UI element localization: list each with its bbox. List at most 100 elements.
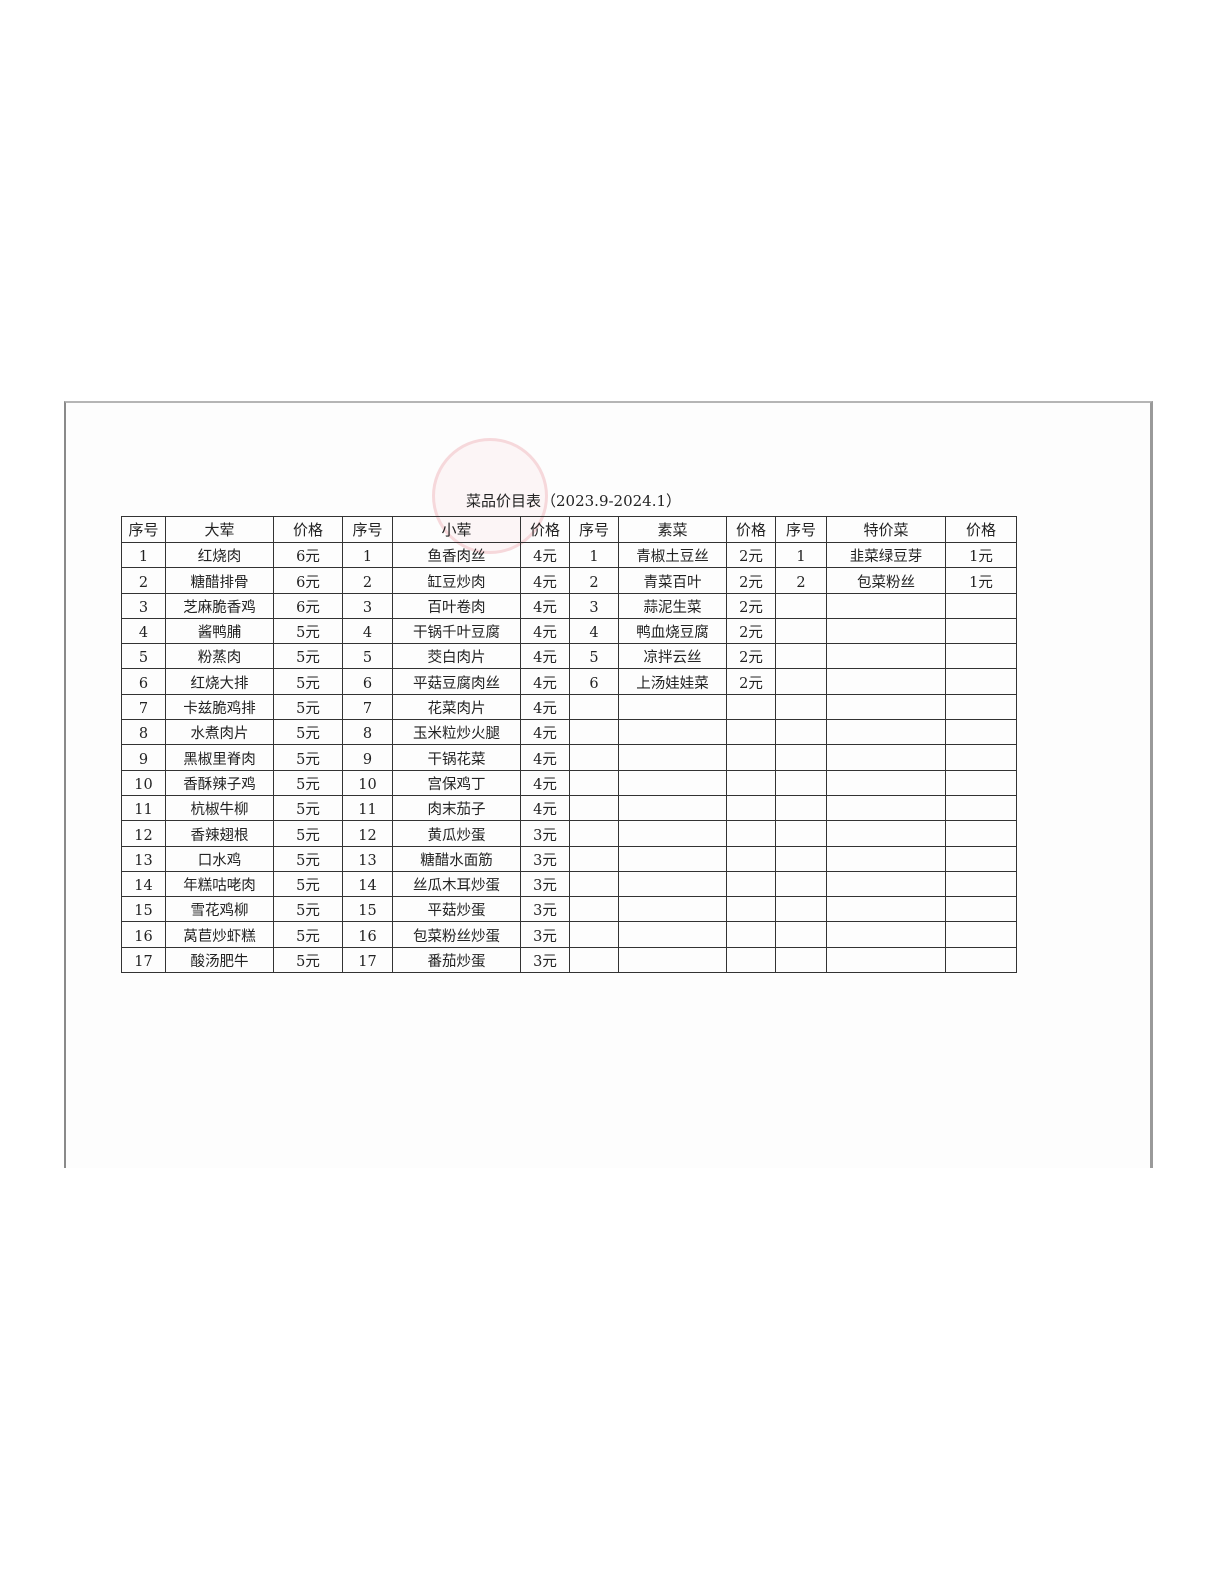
special-number-cell	[775, 693, 827, 721]
big-meat-price-cell: 5元	[273, 643, 343, 670]
small-meat-number-cell: 3	[342, 592, 393, 619]
table-row: 11 杭椒牛柳 5元 11 肉末茄子 4元	[121, 794, 1017, 822]
table-row: 13 口水鸡 5元 13 糖醋水面筋 3元	[121, 845, 1017, 872]
big-meat-dish-cell: 酱鸭脯	[165, 617, 274, 645]
small-meat-number-cell: 8	[342, 719, 393, 746]
special-price-cell: 1元	[945, 567, 1017, 594]
vegetable-number-cell	[569, 946, 619, 974]
table-row: 6 红烧大排 5元 6 平菇豆腐肉丝 4元 6 上汤娃娃菜 2元	[121, 668, 1017, 695]
column-header: 大荤	[165, 516, 274, 543]
special-price-cell	[945, 870, 1017, 898]
small-meat-price-cell: 4元	[520, 643, 570, 670]
table-row: 4 酱鸭脯 5元 4 干锅千叶豆腐 4元 4 鸭血烧豆腐 2元	[121, 617, 1017, 645]
vegetable-price-cell	[726, 896, 776, 923]
big-meat-price-cell: 5元	[273, 946, 343, 974]
small-meat-dish-cell: 花菜肉片	[392, 693, 521, 721]
big-meat-number-cell: 1	[121, 541, 166, 569]
small-meat-number-cell: 11	[342, 794, 393, 822]
small-meat-dish-cell: 包菜粉丝炒蛋	[392, 921, 521, 948]
small-meat-number-cell: 4	[342, 617, 393, 645]
vegetable-number-cell	[569, 845, 619, 872]
vegetable-dish-cell	[618, 794, 727, 822]
vegetable-number-cell: 4	[569, 617, 619, 645]
table-header-row: 序号 大荤 价格 序号 小荤 价格 序号 素菜 价格 序号 特价菜 价格	[121, 516, 1017, 543]
vegetable-price-cell: 2元	[726, 541, 776, 569]
vegetable-price-cell	[726, 693, 776, 721]
special-price-cell	[945, 617, 1017, 645]
vegetable-dish-cell	[618, 896, 727, 923]
special-number-cell	[775, 921, 827, 948]
small-meat-price-cell: 4元	[520, 617, 570, 645]
big-meat-dish-cell: 糖醋排骨	[165, 567, 274, 594]
small-meat-price-cell: 4元	[520, 794, 570, 822]
vegetable-price-cell: 2元	[726, 643, 776, 670]
vegetable-price-cell	[726, 921, 776, 948]
special-dish-cell	[826, 643, 946, 670]
big-meat-dish-cell: 香辣翅根	[165, 820, 274, 847]
big-meat-dish-cell: 口水鸡	[165, 845, 274, 872]
big-meat-number-cell: 16	[121, 921, 166, 948]
vegetable-number-cell	[569, 820, 619, 847]
big-meat-number-cell: 2	[121, 567, 166, 594]
small-meat-number-cell: 1	[342, 541, 393, 569]
big-meat-number-cell: 8	[121, 719, 166, 746]
big-meat-dish-cell: 红烧大排	[165, 668, 274, 695]
big-meat-dish-cell: 水煮肉片	[165, 719, 274, 746]
small-meat-dish-cell: 平菇豆腐肉丝	[392, 668, 521, 695]
big-meat-number-cell: 6	[121, 668, 166, 695]
small-meat-number-cell: 13	[342, 845, 393, 872]
big-meat-dish-cell: 红烧肉	[165, 541, 274, 569]
vegetable-number-cell: 1	[569, 541, 619, 569]
big-meat-price-cell: 6元	[273, 541, 343, 569]
big-meat-dish-cell: 香酥辣子鸡	[165, 769, 274, 796]
big-meat-dish-cell: 莴苣炒虾糕	[165, 921, 274, 948]
small-meat-number-cell: 2	[342, 567, 393, 594]
menu-price-table: 序号 大荤 价格 序号 小荤 价格 序号 素菜 价格 序号 特价菜 价格 1 红烧肉 6元 1 鱼香肉丝 4元 1…	[121, 516, 1017, 974]
vegetable-number-cell	[569, 769, 619, 796]
big-meat-price-cell: 6元	[273, 592, 343, 619]
vegetable-price-cell: 2元	[726, 592, 776, 619]
vegetable-price-cell	[726, 946, 776, 974]
special-price-cell	[945, 769, 1017, 796]
vegetable-number-cell	[569, 870, 619, 898]
special-dish-cell	[826, 668, 946, 695]
vegetable-price-cell: 2元	[726, 668, 776, 695]
big-meat-number-cell: 3	[121, 592, 166, 619]
vegetable-number-cell: 5	[569, 643, 619, 670]
big-meat-price-cell: 5元	[273, 744, 343, 771]
small-meat-dish-cell: 平菇炒蛋	[392, 896, 521, 923]
column-header: 价格	[273, 516, 343, 543]
special-price-cell	[945, 794, 1017, 822]
small-meat-price-cell: 4元	[520, 693, 570, 721]
special-dish-cell	[826, 946, 946, 974]
small-meat-dish-cell: 百叶卷肉	[392, 592, 521, 619]
small-meat-price-cell: 4元	[520, 719, 570, 746]
small-meat-dish-cell: 茭白肉片	[392, 643, 521, 670]
big-meat-dish-cell: 杭椒牛柳	[165, 794, 274, 822]
small-meat-number-cell: 12	[342, 820, 393, 847]
big-meat-dish-cell: 酸汤肥牛	[165, 946, 274, 974]
vegetable-dish-cell	[618, 744, 727, 771]
vegetable-dish-cell	[618, 870, 727, 898]
special-price-cell	[945, 946, 1017, 974]
column-header: 素菜	[618, 516, 727, 543]
table-row: 7 卡兹脆鸡排 5元 7 花菜肉片 4元	[121, 693, 1017, 721]
column-header: 序号	[121, 516, 166, 543]
big-meat-dish-cell: 黑椒里脊肉	[165, 744, 274, 771]
big-meat-price-cell: 5元	[273, 769, 343, 796]
special-dish-cell	[826, 870, 946, 898]
table-row: 5 粉蒸肉 5元 5 茭白肉片 4元 5 凉拌云丝 2元	[121, 643, 1017, 670]
special-price-cell	[945, 896, 1017, 923]
big-meat-price-cell: 5元	[273, 668, 343, 695]
special-dish-cell	[826, 921, 946, 948]
vegetable-price-cell	[726, 794, 776, 822]
small-meat-dish-cell: 干锅花菜	[392, 744, 521, 771]
small-meat-dish-cell: 宫保鸡丁	[392, 769, 521, 796]
table-row: 2 糖醋排骨 6元 2 缸豆炒肉 4元 2 青菜百叶 2元 2 包菜粉丝 1元	[121, 567, 1017, 594]
vegetable-price-cell	[726, 845, 776, 872]
small-meat-price-cell: 4元	[520, 567, 570, 594]
column-header: 特价菜	[826, 516, 946, 543]
big-meat-number-cell: 12	[121, 820, 166, 847]
big-meat-price-cell: 5元	[273, 921, 343, 948]
small-meat-dish-cell: 丝瓜木耳炒蛋	[392, 870, 521, 898]
